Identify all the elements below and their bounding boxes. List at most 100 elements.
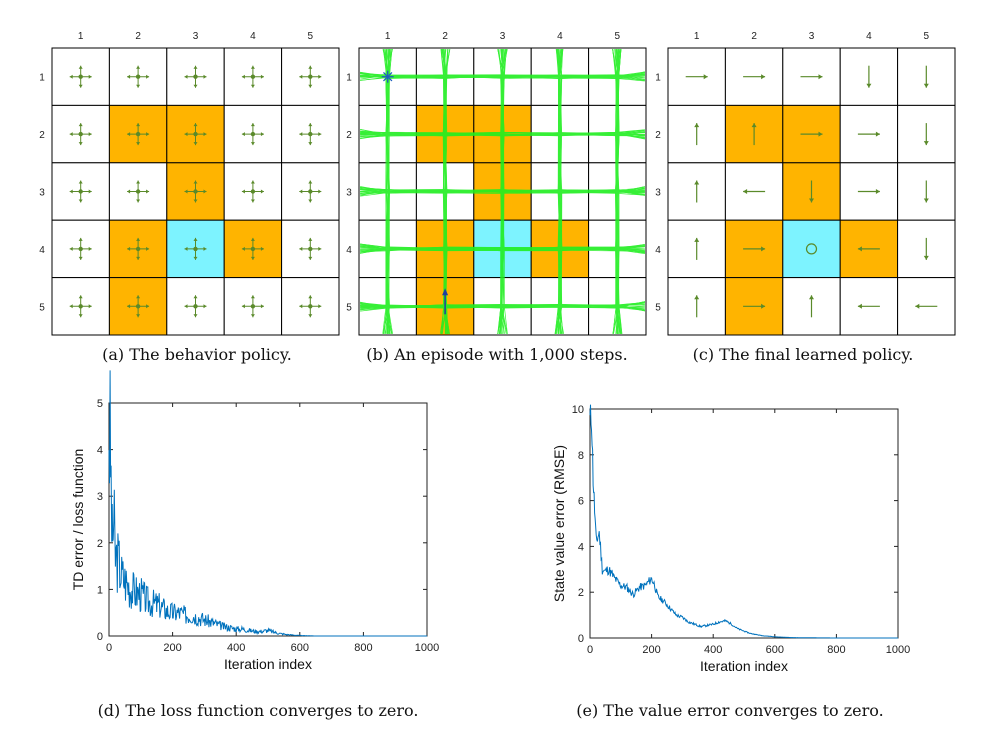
arrow-head xyxy=(136,295,141,299)
arrow-head xyxy=(857,246,862,252)
y-tick-label: 2 xyxy=(578,587,584,599)
col-label: 1 xyxy=(78,31,84,42)
arrow-head xyxy=(136,314,141,318)
policy-arrows-icon xyxy=(241,123,264,146)
arrow-head xyxy=(193,314,198,318)
y-tick-label: 5 xyxy=(97,398,103,410)
arrow-head xyxy=(78,84,83,88)
arrow-head xyxy=(875,131,880,137)
arrow-head xyxy=(193,180,198,184)
stay-dot xyxy=(78,304,83,309)
stay-circle-icon xyxy=(805,243,818,255)
arrow-head xyxy=(308,65,313,69)
policy-arrows-icon xyxy=(127,123,150,146)
policy-arrows-icon xyxy=(299,65,322,88)
grid-cell xyxy=(108,277,168,336)
stay-dot xyxy=(193,246,198,252)
arrow-head xyxy=(250,65,255,69)
arrow-head xyxy=(299,132,303,137)
x-tick-label: 400 xyxy=(227,642,245,654)
arrow-head xyxy=(250,199,255,203)
grid-cell xyxy=(223,162,283,221)
arrow-head xyxy=(308,123,313,127)
y-tick-label: 4 xyxy=(578,541,584,553)
arrow-head xyxy=(203,74,207,79)
arrow-head xyxy=(184,246,188,251)
stay-dot xyxy=(135,304,141,309)
policy-arrows-icon xyxy=(127,237,150,260)
policy-arrows-icon xyxy=(241,65,264,88)
policy-arrows-icon xyxy=(299,180,322,203)
caption-d: (d) The loss function converges to zero. xyxy=(98,701,419,720)
stay-dot xyxy=(135,74,141,79)
arrow-head xyxy=(241,304,245,309)
arrow-head xyxy=(184,74,188,79)
arrow-head xyxy=(857,303,862,309)
arrow-head xyxy=(761,303,766,309)
stay-dot xyxy=(193,189,198,194)
arrow-head xyxy=(193,199,198,203)
stay-dot xyxy=(250,189,256,194)
arrow-head xyxy=(184,304,188,309)
arrow-head xyxy=(694,180,700,185)
arrow-head xyxy=(299,304,303,309)
arrow-head xyxy=(809,295,814,300)
col-label: 2 xyxy=(442,31,448,42)
x-axis-label: Iteration index xyxy=(700,658,788,674)
plot-area xyxy=(108,402,428,637)
col-label: 4 xyxy=(557,31,563,42)
stay-dot xyxy=(308,304,313,309)
chart-value-error: 0 200 400 600 800 1000 0 2 4 6 8 10 Iteration index S… xyxy=(551,404,910,674)
star-ray xyxy=(382,71,393,82)
arrow-head xyxy=(751,123,757,128)
stay-dot xyxy=(135,246,141,252)
row-label: 2 xyxy=(346,130,352,141)
stay-dot xyxy=(308,131,313,137)
arrow-head xyxy=(127,189,131,194)
x-tick-label: 1000 xyxy=(415,642,439,654)
arrow-head xyxy=(308,295,313,299)
stay-dot xyxy=(308,189,313,194)
col-label: 1 xyxy=(694,31,700,42)
arrow-head xyxy=(318,304,322,309)
stay-dot xyxy=(193,304,198,309)
arrow-head xyxy=(743,189,748,194)
policy-arrows-icon xyxy=(184,65,207,88)
arrow-head xyxy=(250,84,255,88)
row-label: 1 xyxy=(39,73,45,84)
series-line-td-error xyxy=(108,370,427,637)
stay-dot xyxy=(308,74,313,79)
arrow-head xyxy=(694,295,700,300)
arrow-head xyxy=(127,74,131,79)
policy-arrows-icon xyxy=(184,180,207,203)
policy-arrows-icon xyxy=(299,123,322,146)
plot-area xyxy=(589,408,899,639)
arrow-head xyxy=(184,132,188,137)
arrow-head xyxy=(703,74,708,80)
grid-cell xyxy=(166,104,225,164)
y-tick-label: 2 xyxy=(97,538,103,550)
arrow-head xyxy=(146,189,150,194)
arrow-head xyxy=(78,180,83,184)
arrow-head xyxy=(136,180,141,184)
arrow-head xyxy=(78,199,83,203)
arrow-head xyxy=(250,256,255,260)
col-label: 5 xyxy=(615,31,621,42)
policy-arrows-icon xyxy=(241,180,264,203)
x-tick-label: 400 xyxy=(704,644,722,656)
arrow-head xyxy=(127,246,131,251)
stay-dot xyxy=(135,131,141,137)
arrow-head xyxy=(88,304,92,309)
policy-arrows-icon xyxy=(69,123,92,146)
arrow-head xyxy=(69,132,73,137)
stay-dot xyxy=(250,131,256,137)
y-tick-label: 10 xyxy=(572,404,584,416)
arrow-head xyxy=(127,304,131,309)
arrow-head xyxy=(260,246,264,251)
trajectory-line xyxy=(615,49,621,334)
arrow-head xyxy=(299,246,303,251)
arrow-head xyxy=(241,74,245,79)
stay-dot xyxy=(78,131,83,137)
caption-a: (a) The behavior policy. xyxy=(102,345,292,364)
